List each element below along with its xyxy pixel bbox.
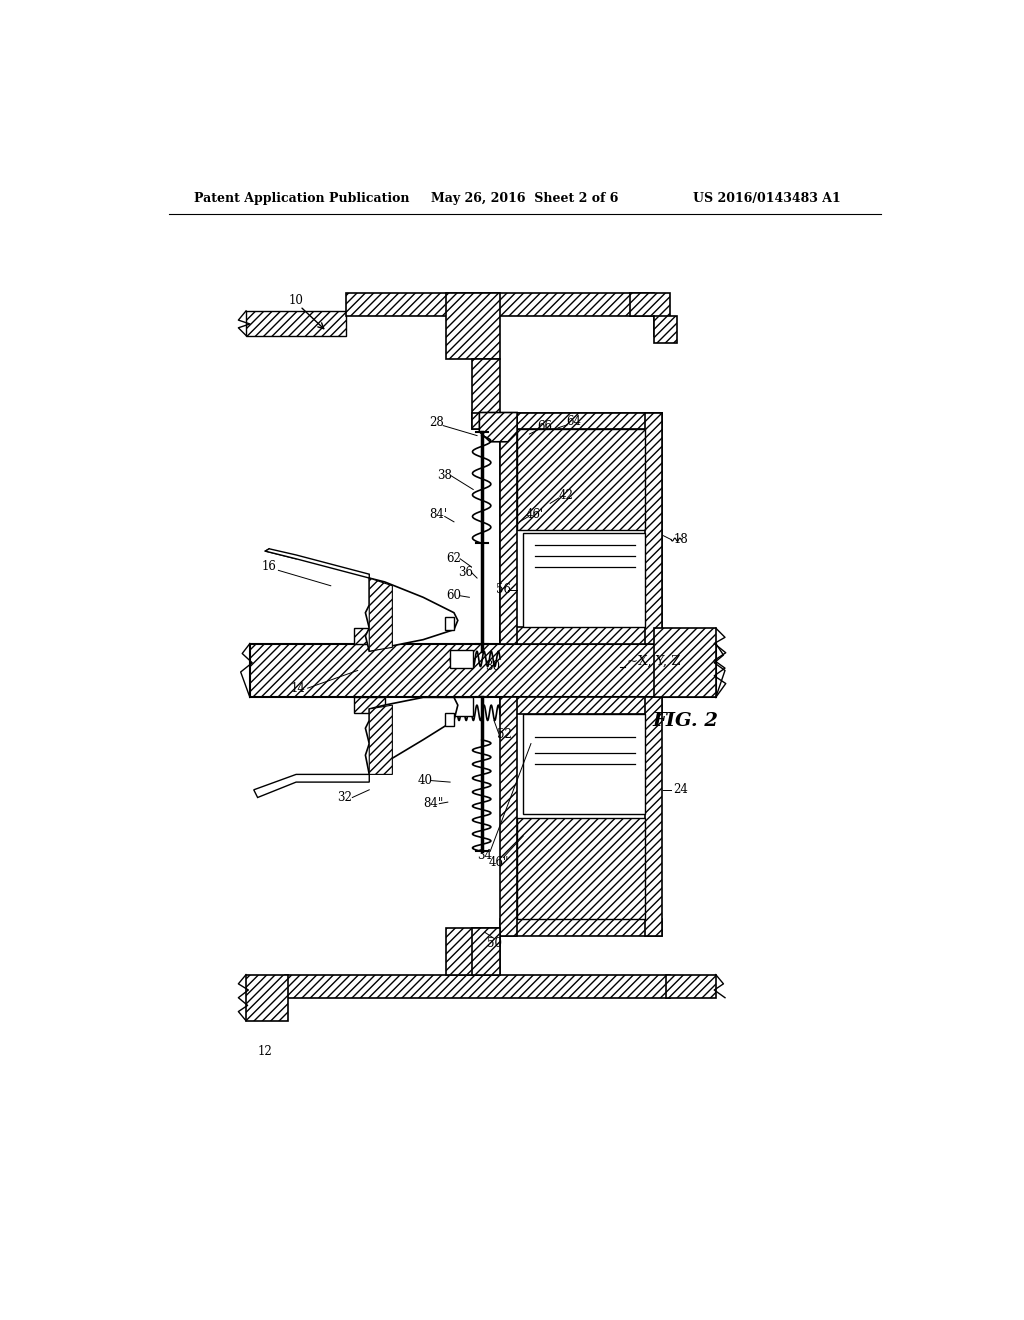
Polygon shape: [354, 628, 385, 644]
Polygon shape: [523, 714, 645, 814]
Polygon shape: [500, 697, 662, 714]
Text: 24: 24: [674, 783, 688, 796]
Text: 40: 40: [417, 774, 432, 787]
Polygon shape: [285, 974, 670, 998]
Polygon shape: [630, 293, 670, 335]
Polygon shape: [645, 412, 662, 644]
Text: 12: 12: [258, 1045, 272, 1059]
Polygon shape: [354, 697, 385, 713]
Text: 14: 14: [291, 681, 306, 694]
Text: FIG. 2: FIG. 2: [652, 711, 718, 730]
Text: 10: 10: [289, 294, 303, 308]
Polygon shape: [444, 713, 454, 726]
Polygon shape: [500, 412, 662, 429]
Polygon shape: [346, 293, 654, 317]
Polygon shape: [446, 293, 500, 359]
Polygon shape: [451, 697, 473, 715]
Text: 28: 28: [430, 416, 444, 429]
Text: 64: 64: [566, 416, 581, 428]
Text: 36: 36: [458, 566, 473, 579]
Polygon shape: [523, 533, 645, 627]
Text: 66: 66: [538, 420, 552, 433]
Polygon shape: [472, 359, 500, 429]
Polygon shape: [370, 705, 392, 775]
Polygon shape: [446, 928, 500, 974]
Polygon shape: [517, 818, 645, 919]
Polygon shape: [250, 644, 716, 697]
Text: 16: 16: [262, 560, 276, 573]
Polygon shape: [254, 775, 370, 797]
Text: 18: 18: [674, 533, 688, 546]
Text: 30: 30: [485, 660, 500, 673]
Polygon shape: [366, 578, 458, 651]
Polygon shape: [500, 697, 517, 936]
Polygon shape: [654, 317, 677, 343]
Polygon shape: [666, 974, 716, 998]
Polygon shape: [472, 412, 517, 429]
Text: 34: 34: [477, 849, 493, 862]
Text: May 26, 2016  Sheet 2 of 6: May 26, 2016 Sheet 2 of 6: [431, 191, 618, 205]
Text: 42: 42: [558, 490, 573, 502]
Polygon shape: [479, 412, 517, 442]
Text: 84': 84': [429, 508, 447, 520]
Text: 56: 56: [496, 583, 511, 597]
Text: 52: 52: [497, 727, 511, 741]
Text: 84": 84": [423, 797, 443, 810]
Polygon shape: [654, 628, 716, 697]
Polygon shape: [472, 928, 500, 974]
Polygon shape: [246, 974, 289, 1020]
Polygon shape: [444, 616, 454, 630]
Text: 38: 38: [437, 469, 453, 482]
Polygon shape: [500, 412, 662, 644]
Polygon shape: [451, 649, 473, 668]
Polygon shape: [645, 697, 662, 936]
Text: ~X, Y, Z: ~X, Y, Z: [628, 655, 681, 668]
Polygon shape: [517, 429, 645, 529]
Text: 60: 60: [446, 589, 462, 602]
Polygon shape: [246, 312, 346, 335]
Text: Patent Application Publication: Patent Application Publication: [194, 191, 410, 205]
Polygon shape: [500, 627, 662, 644]
Polygon shape: [265, 549, 370, 578]
Text: 62: 62: [446, 552, 462, 565]
Polygon shape: [370, 578, 392, 651]
Polygon shape: [500, 919, 662, 936]
Text: 32: 32: [337, 791, 352, 804]
Text: 46': 46': [525, 508, 544, 520]
Polygon shape: [500, 412, 517, 644]
Text: 46": 46": [488, 857, 509, 870]
Text: US 2016/0143483 A1: US 2016/0143483 A1: [692, 191, 841, 205]
Polygon shape: [366, 697, 458, 775]
Text: 50: 50: [486, 937, 502, 950]
